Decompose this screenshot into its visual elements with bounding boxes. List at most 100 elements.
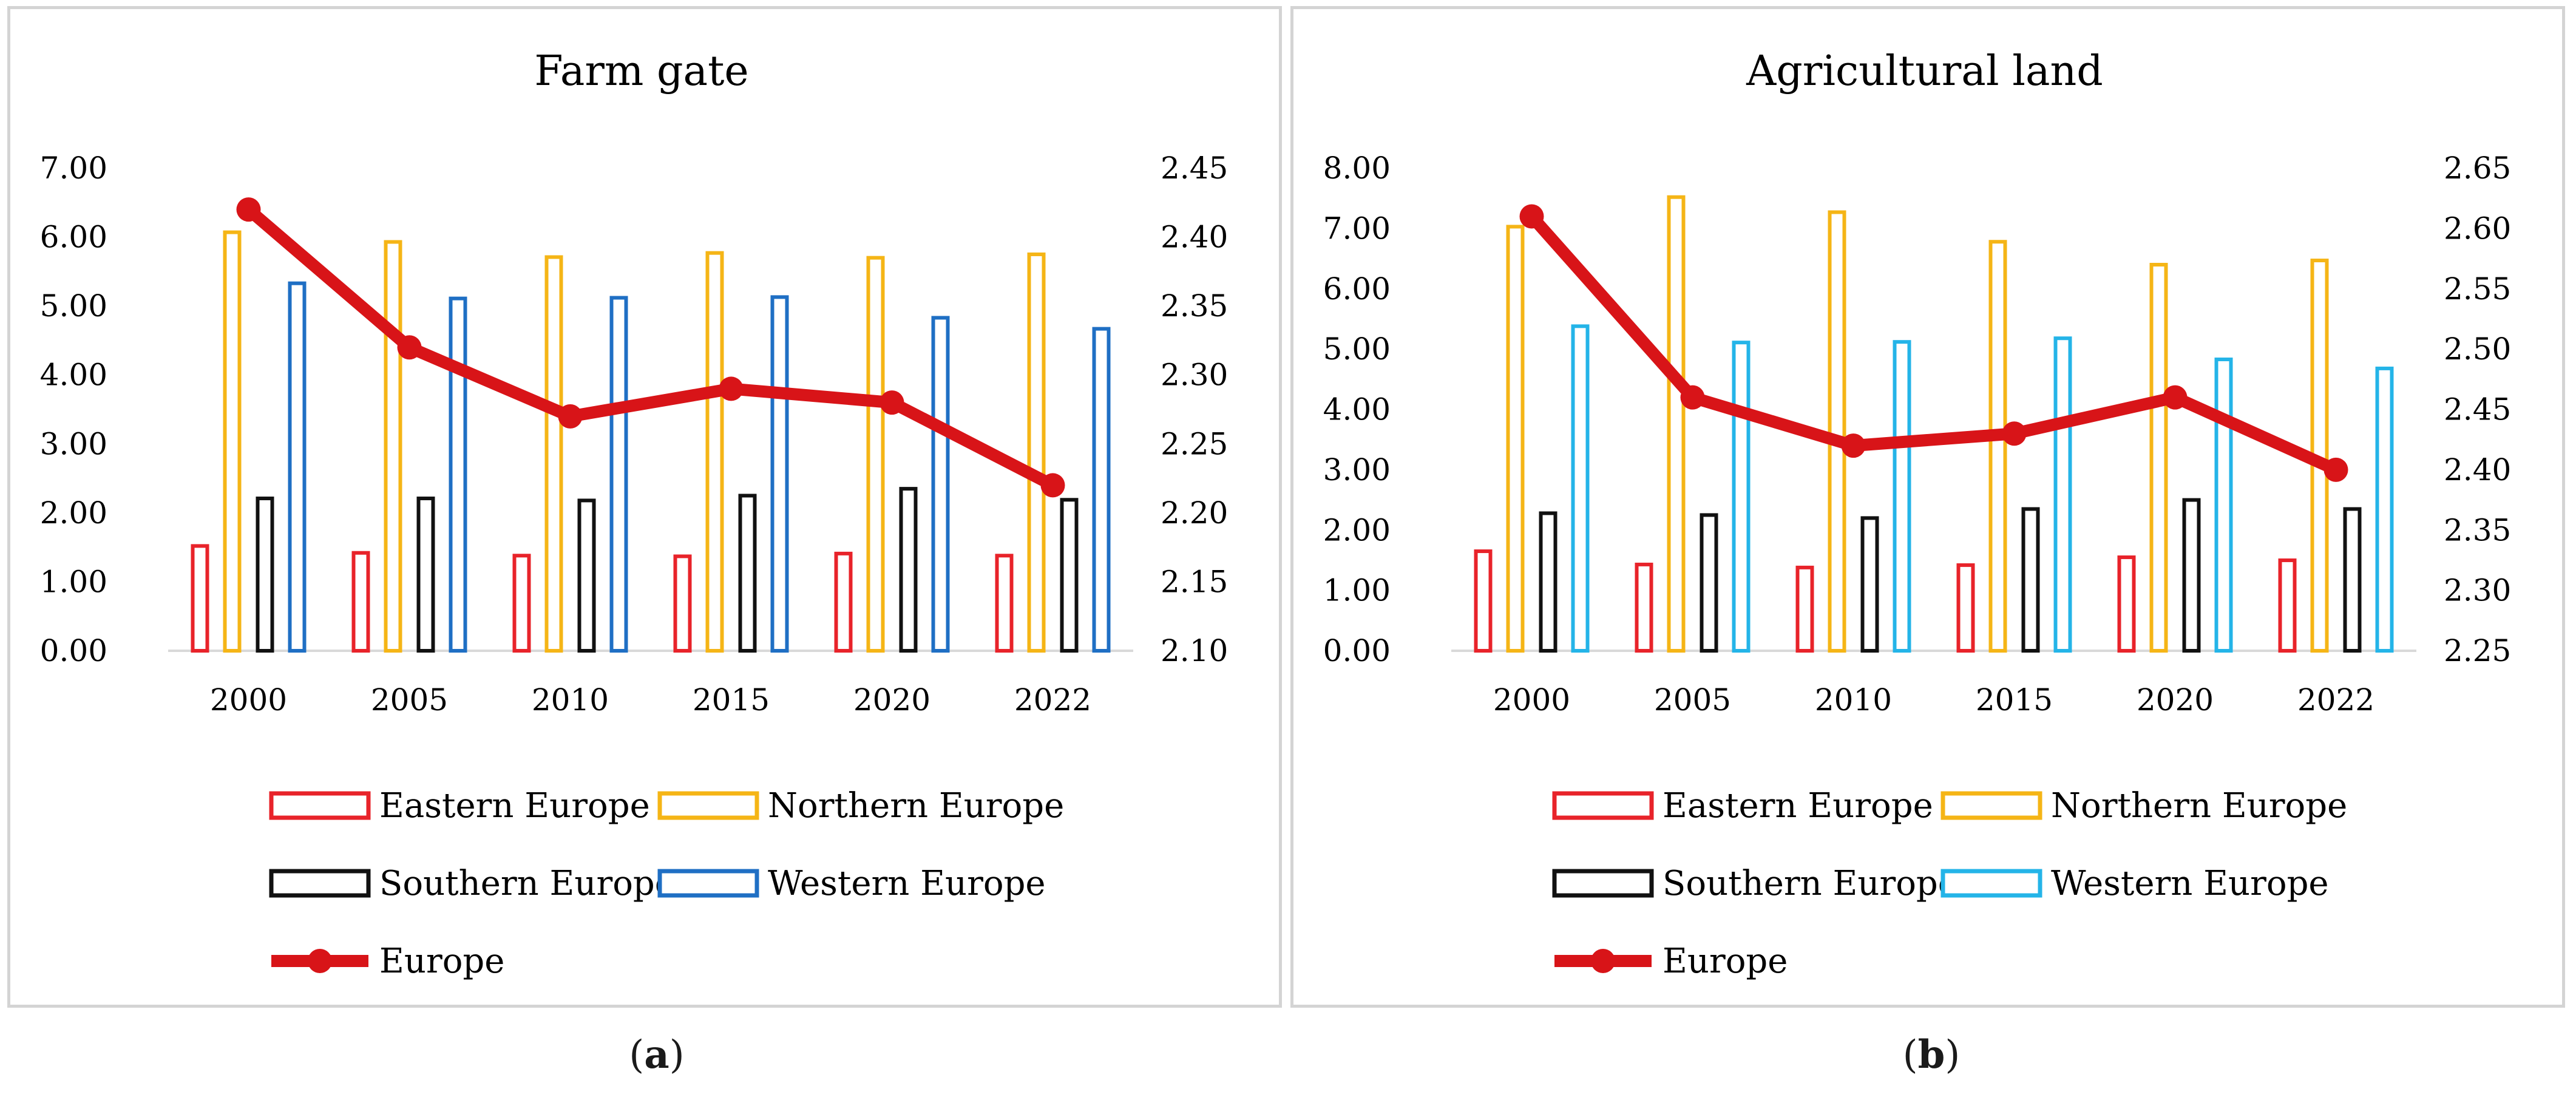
bar-southern-europe-2020: [2182, 498, 2201, 653]
legend-swatch: [657, 791, 759, 820]
bar-western-europe-2000: [1571, 324, 1590, 653]
y-right-tick-label: 2.45: [1161, 151, 1228, 186]
x-tick-label: 2022: [1014, 682, 1091, 718]
legend-label: Southern Europe: [1663, 864, 1958, 903]
legend-item-western-europe: Western Europe: [657, 864, 1046, 903]
y-right-tick-label: 2.40: [1161, 220, 1228, 255]
point-europe-2005: [397, 335, 422, 360]
bar-southern-europe-2015: [2021, 507, 2040, 653]
point-europe-2010: [1841, 433, 1866, 458]
bar-northern-europe-2015: [1988, 240, 2007, 653]
y-left-tick-label: 5.00: [40, 288, 107, 324]
bar-eastern-europe-2005: [1635, 562, 1653, 653]
bar-eastern-europe-2022: [2278, 558, 2297, 653]
y-right-tick-label: 2.25: [2444, 633, 2511, 668]
point-europe-2000: [1519, 204, 1544, 229]
bar-eastern-europe-2020: [834, 551, 853, 653]
bar-western-europe-2020: [931, 316, 950, 653]
bar-eastern-europe-2015: [673, 554, 692, 653]
y-left-tick-label: 7.00: [40, 151, 107, 186]
point-europe-2022: [1040, 473, 1065, 498]
legend-label: Northern Europe: [2051, 786, 2347, 826]
y-left-tick-label: 3.00: [40, 426, 107, 461]
y-left-tick-label: 5.00: [1323, 331, 1391, 367]
legend-label: Eastern Europe: [1663, 786, 1933, 826]
line-europe: [242, 203, 1059, 492]
bar-western-europe-2005: [449, 296, 467, 653]
y-left-tick-label: 1.00: [1323, 573, 1391, 608]
chart-panel-farm-gate: Farm gate 0.00 1.00 2.00 3.00 4.00 5.00 6.00 7.0…: [7, 6, 1282, 1008]
x-tick-label: 2000: [1493, 682, 1570, 718]
legend-item-western-europe: Western Europe: [1940, 864, 2329, 903]
y-left-tick-label: 4.00: [1323, 392, 1391, 427]
y-left-tick-label: 6.00: [1323, 271, 1391, 307]
bar-eastern-europe-2010: [1795, 565, 1814, 653]
bar-northern-europe-2020: [2149, 263, 2168, 653]
x-tick-label: 2005: [1654, 682, 1731, 718]
agricultural-land-chart: Agricultural land 0.00 1.00 2.00 3.00 4.00 5.0…: [1323, 47, 2512, 981]
bar-eastern-europe-2005: [351, 551, 370, 653]
x-tick-label: 2015: [693, 682, 770, 718]
point-europe-2010: [558, 404, 583, 429]
legend-item-southern-europe: Southern Europe: [269, 864, 675, 903]
legend-item-eastern-europe: Eastern Europe: [1552, 786, 1933, 826]
x-tick-label: 2022: [2297, 682, 2374, 718]
legend-swatch: [1552, 869, 1654, 898]
bar-northern-europe-2022: [1027, 252, 1046, 653]
chart-title: Agricultural land: [1746, 47, 2103, 95]
y-right-tick-label: 2.65: [2444, 151, 2511, 186]
bar-eastern-europe-2022: [995, 554, 1014, 653]
legend-label: Southern Europe: [379, 864, 675, 903]
point-europe-2005: [1680, 385, 1705, 410]
bar-western-europe-2015: [770, 295, 789, 653]
bar-western-europe-2010: [1893, 340, 1911, 653]
y-left-tick-label: 0.00: [40, 633, 107, 668]
y-left-tick-label: 0.00: [1323, 633, 1391, 668]
bar-eastern-europe-2000: [191, 544, 209, 653]
bar-western-europe-2020: [2214, 358, 2233, 653]
bar-eastern-europe-2020: [2117, 555, 2136, 653]
x-tick-label: 2020: [2137, 682, 2214, 718]
x-tick-label: 2005: [371, 682, 448, 718]
bar-southern-europe-2000: [256, 497, 274, 653]
bar-northern-europe-2000: [223, 230, 242, 653]
bar-northern-europe-2000: [1506, 225, 1525, 653]
y-right-tick-label: 2.35: [1161, 288, 1228, 324]
legend-swatch: [269, 869, 371, 898]
y-right-tick-label: 2.40: [2444, 452, 2511, 487]
bar-southern-europe-2022: [1060, 498, 1079, 653]
line-europe: [1525, 210, 2342, 476]
panel-label-b: (b): [1902, 1032, 1961, 1078]
y-right-tick-label: 2.35: [2444, 512, 2511, 548]
legend-marker: [308, 949, 332, 973]
legend-swatch: [1940, 869, 2042, 898]
y-right-tick-label: 2.55: [2444, 271, 2511, 307]
legend-label: Europe: [1663, 942, 1788, 981]
legend-item-eastern-europe: Eastern Europe: [269, 786, 650, 826]
x-tick-label: 2000: [210, 682, 287, 718]
x-tick-label: 2010: [532, 682, 609, 718]
bar-southern-europe-2000: [1539, 511, 1557, 653]
legend-label: Northern Europe: [768, 786, 1064, 826]
bar-southern-europe-2020: [899, 487, 918, 653]
bar-western-europe-2022: [2375, 366, 2394, 653]
point-europe-2000: [236, 197, 261, 222]
y-right-tick-label: 2.30: [1161, 358, 1228, 393]
y-right-tick-label: 2.50: [2444, 331, 2511, 367]
panel-label-a: (a): [629, 1032, 685, 1078]
bar-southern-europe-2005: [1700, 513, 1718, 653]
y-left-tick-label: 8.00: [1323, 151, 1391, 186]
farm-gate-chart: Farm gate 0.00 1.00 2.00 3.00 4.00 5.00 6.00 7.0…: [40, 47, 1229, 981]
bar-southern-europe-2010: [1860, 516, 1879, 653]
point-europe-2015: [719, 376, 744, 401]
bar-western-europe-2015: [2053, 336, 2072, 653]
point-europe-2015: [2002, 421, 2027, 446]
bar-western-europe-2005: [1732, 341, 1751, 653]
bar-western-europe-2000: [288, 281, 307, 653]
bar-southern-europe-2005: [416, 497, 435, 653]
y-right-tick-label: 2.60: [2444, 211, 2511, 246]
y-right-tick-label: 2.30: [2444, 573, 2511, 608]
bar-western-europe-2010: [609, 296, 628, 653]
bar-southern-europe-2010: [577, 498, 596, 653]
bar-western-europe-2022: [1092, 327, 1111, 653]
